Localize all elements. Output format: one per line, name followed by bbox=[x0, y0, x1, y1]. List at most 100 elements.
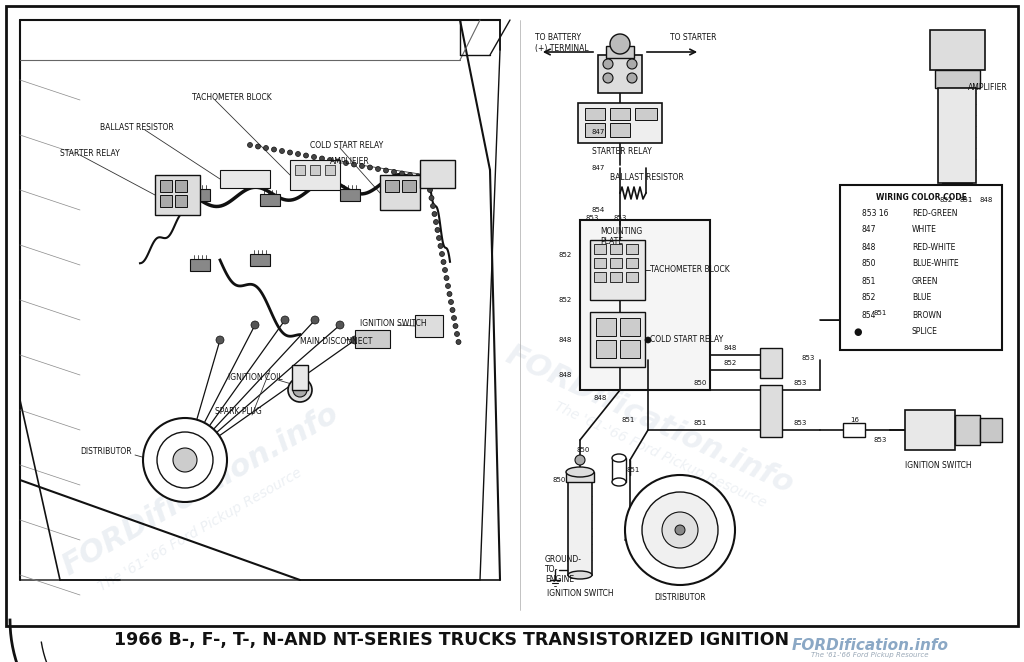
Text: 852: 852 bbox=[559, 297, 572, 303]
Text: DISTRIBUTOR: DISTRIBUTOR bbox=[80, 448, 132, 457]
Text: The '61-'66 Ford Pickup Resource: The '61-'66 Ford Pickup Resource bbox=[552, 400, 768, 510]
Circle shape bbox=[288, 378, 312, 402]
Circle shape bbox=[359, 164, 365, 169]
Text: IGNITION SWITCH: IGNITION SWITCH bbox=[360, 318, 427, 328]
Text: 848: 848 bbox=[559, 372, 572, 378]
Bar bbox=[260, 194, 280, 206]
Bar bbox=[942, 183, 972, 198]
Bar bbox=[626, 244, 638, 254]
Circle shape bbox=[453, 324, 458, 328]
Text: 851: 851 bbox=[627, 467, 640, 473]
Bar bbox=[385, 180, 399, 192]
Bar bbox=[190, 189, 210, 201]
Bar bbox=[250, 254, 270, 266]
Circle shape bbox=[430, 203, 435, 209]
Circle shape bbox=[336, 159, 341, 164]
Bar bbox=[220, 170, 270, 188]
Bar bbox=[566, 472, 594, 482]
Text: 852: 852 bbox=[940, 197, 953, 203]
Text: 853: 853 bbox=[794, 380, 807, 386]
Circle shape bbox=[444, 275, 449, 281]
Text: WHITE: WHITE bbox=[912, 226, 937, 234]
Text: COLD START RELAY: COLD START RELAY bbox=[650, 336, 723, 344]
Text: 16: 16 bbox=[851, 417, 859, 423]
Bar bbox=[594, 244, 606, 254]
Text: 848: 848 bbox=[980, 197, 993, 203]
Text: 854: 854 bbox=[592, 207, 605, 213]
Text: 853: 853 bbox=[802, 355, 815, 361]
Bar bbox=[606, 46, 634, 58]
Circle shape bbox=[433, 220, 438, 224]
Bar bbox=[290, 160, 340, 190]
Bar bbox=[292, 365, 308, 390]
Text: 853: 853 bbox=[585, 215, 598, 221]
Text: 848: 848 bbox=[862, 242, 877, 252]
Circle shape bbox=[575, 455, 585, 465]
Circle shape bbox=[447, 291, 452, 297]
Bar bbox=[325, 165, 335, 175]
Text: RED-GREEN: RED-GREEN bbox=[912, 209, 957, 218]
Text: 850: 850 bbox=[862, 260, 877, 269]
Bar bbox=[580, 220, 710, 390]
Circle shape bbox=[281, 316, 289, 324]
Bar bbox=[610, 123, 630, 137]
Circle shape bbox=[603, 59, 613, 69]
Ellipse shape bbox=[612, 454, 626, 462]
Text: 852: 852 bbox=[723, 360, 736, 366]
Text: 851: 851 bbox=[873, 310, 887, 316]
Text: COLD START RELAY: COLD START RELAY bbox=[310, 142, 383, 150]
Text: TO STARTER: TO STARTER bbox=[670, 34, 717, 42]
Bar bbox=[840, 185, 1002, 350]
Circle shape bbox=[436, 236, 441, 240]
Circle shape bbox=[280, 148, 285, 154]
Text: FORDification.info: FORDification.info bbox=[502, 340, 799, 500]
Text: (+) TERMINAL: (+) TERMINAL bbox=[535, 44, 589, 52]
Circle shape bbox=[642, 492, 718, 568]
Circle shape bbox=[449, 299, 454, 305]
Circle shape bbox=[442, 267, 447, 273]
Bar bbox=[355, 330, 390, 348]
Text: TO BATTERY: TO BATTERY bbox=[535, 34, 581, 42]
Text: MOUNTING: MOUNTING bbox=[600, 228, 642, 236]
Circle shape bbox=[431, 177, 436, 182]
Bar bbox=[620, 340, 640, 358]
Bar bbox=[620, 318, 640, 336]
Text: IGNITION COIL: IGNITION COIL bbox=[228, 373, 283, 381]
Text: IGNITION SWITCH: IGNITION SWITCH bbox=[905, 461, 972, 469]
Circle shape bbox=[416, 174, 421, 179]
Text: ENGINE: ENGINE bbox=[545, 575, 574, 585]
Text: The '61-'66 Ford Pickup Resource: The '61-'66 Ford Pickup Resource bbox=[96, 466, 304, 594]
Text: 850: 850 bbox=[577, 447, 590, 453]
Circle shape bbox=[675, 525, 685, 535]
Text: ●: ● bbox=[854, 327, 862, 337]
Circle shape bbox=[271, 147, 276, 152]
Bar bbox=[612, 458, 626, 482]
Bar bbox=[935, 70, 980, 88]
Circle shape bbox=[376, 167, 381, 171]
Bar bbox=[415, 315, 443, 337]
Text: PLATE: PLATE bbox=[600, 238, 623, 246]
Circle shape bbox=[328, 158, 333, 162]
Bar bbox=[938, 88, 976, 183]
Text: 848: 848 bbox=[594, 395, 607, 401]
Circle shape bbox=[256, 144, 260, 149]
Ellipse shape bbox=[612, 478, 626, 486]
Circle shape bbox=[216, 336, 224, 344]
Circle shape bbox=[645, 337, 651, 343]
Bar bbox=[402, 180, 416, 192]
Text: DISTRIBUTOR: DISTRIBUTOR bbox=[654, 594, 706, 602]
Text: 850: 850 bbox=[693, 380, 707, 386]
Bar bbox=[843, 423, 865, 437]
Text: FORDification.info: FORDification.info bbox=[56, 399, 343, 581]
Circle shape bbox=[429, 195, 434, 201]
Bar bbox=[598, 55, 642, 93]
Bar bbox=[590, 240, 645, 300]
Text: 851: 851 bbox=[693, 420, 707, 426]
Bar bbox=[594, 272, 606, 282]
Bar bbox=[626, 258, 638, 268]
Text: BALLAST RESISTOR: BALLAST RESISTOR bbox=[100, 124, 174, 132]
Bar bbox=[568, 480, 592, 575]
Text: TACHOMETER BLOCK: TACHOMETER BLOCK bbox=[193, 93, 271, 103]
Ellipse shape bbox=[568, 571, 592, 579]
Text: 847: 847 bbox=[592, 165, 605, 171]
